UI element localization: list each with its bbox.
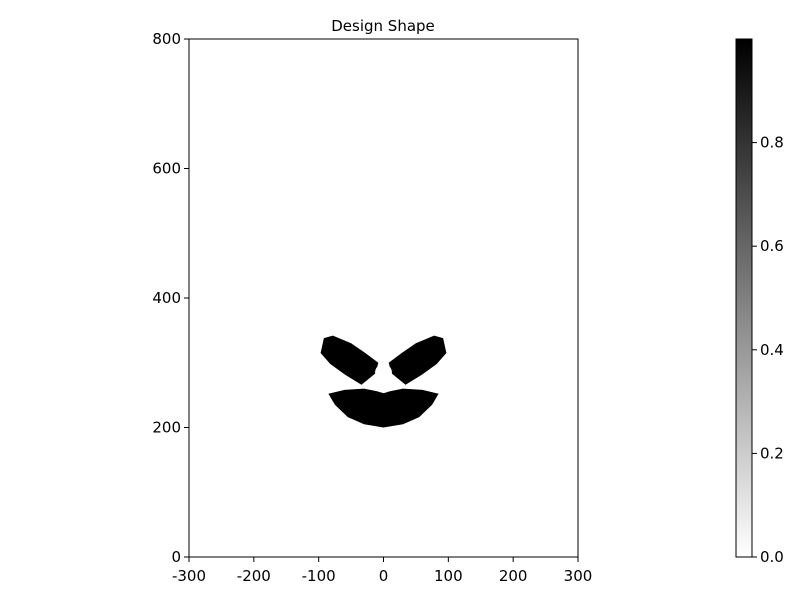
plot-area <box>188 38 579 558</box>
y-tick-label: 400 <box>152 289 181 307</box>
y-tick-label: 0 <box>171 548 181 566</box>
y-axis: 0 200 400 600 800 <box>152 30 189 566</box>
x-tick-label: 0 <box>379 567 389 585</box>
x-tick-label: -300 <box>172 567 206 585</box>
colorbar-tick-label: 0.8 <box>760 134 784 152</box>
shape-region-upper-right-arm <box>388 335 447 385</box>
shape-center-hole <box>375 364 392 381</box>
x-axis: -300 -200 -100 0 100 200 300 <box>172 557 592 585</box>
y-tick-label: 800 <box>152 30 181 48</box>
shape-region-upper-left-arm <box>320 335 379 385</box>
colorbar: 0.0 0.2 0.4 0.6 0.8 <box>735 38 784 566</box>
x-tick-label: 200 <box>499 567 528 585</box>
chart-title: Design Shape <box>331 17 435 35</box>
colorbar-tick-label: 0.4 <box>760 341 784 359</box>
colorbar-gradient <box>735 38 753 558</box>
plot-background <box>189 39 578 557</box>
shape-region-lower-crescent <box>328 388 439 428</box>
x-tick-label: -200 <box>237 567 271 585</box>
colorbar-tick-label: 0.0 <box>760 548 784 566</box>
x-tick-label: 100 <box>434 567 463 585</box>
x-tick-label: -100 <box>302 567 336 585</box>
colorbar-tick-label: 0.2 <box>760 444 784 462</box>
y-tick-label: 200 <box>152 419 181 437</box>
y-tick-label: 600 <box>152 160 181 178</box>
colorbar-tick-label: 0.6 <box>760 237 784 255</box>
x-tick-label: 300 <box>564 567 593 585</box>
